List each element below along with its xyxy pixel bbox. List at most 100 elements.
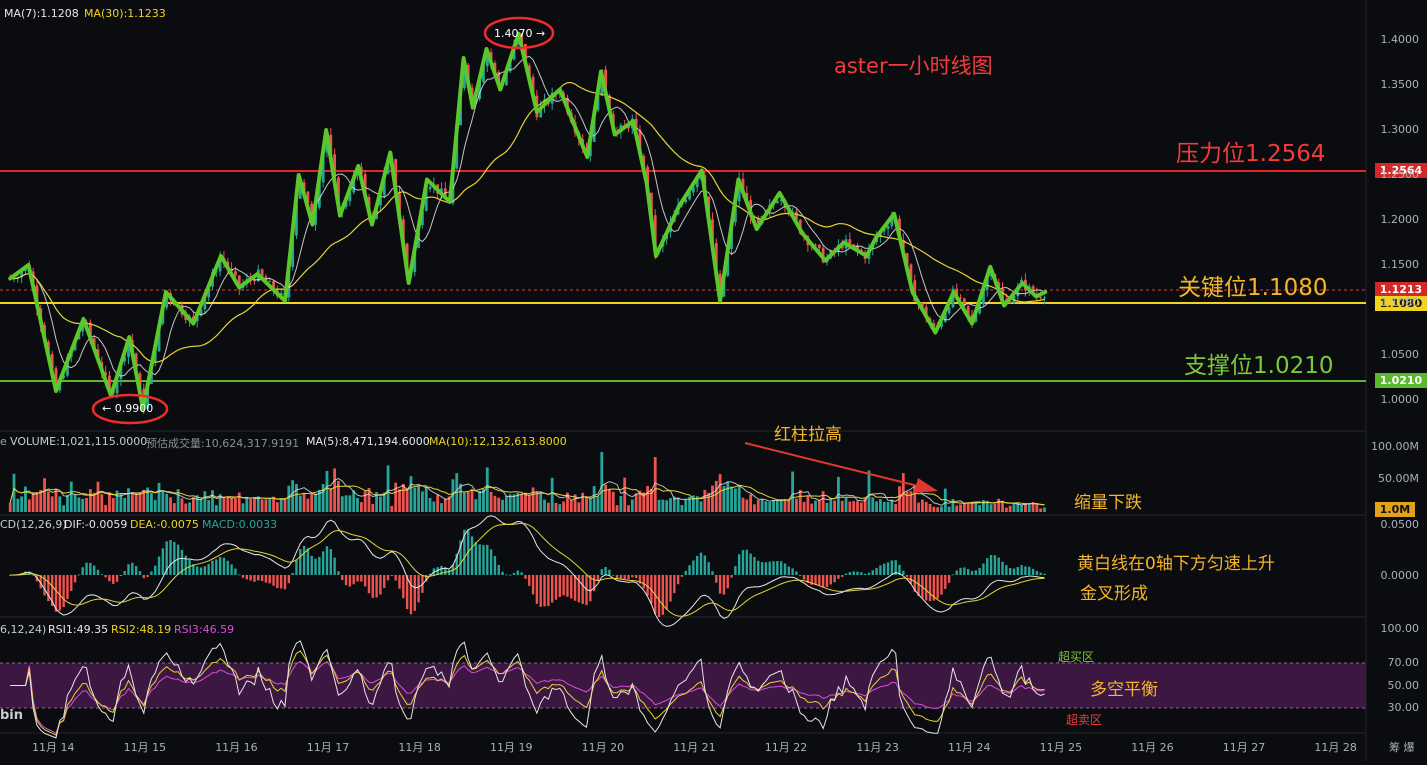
volume-bar xyxy=(268,498,272,512)
volume-bar xyxy=(218,494,222,512)
volume-bar xyxy=(852,501,856,512)
price-ytick: 1.2000 xyxy=(1380,213,1420,226)
macd-bar xyxy=(62,575,65,608)
resistance-price-tag: 1.2564 xyxy=(1375,163,1427,178)
volume-bar xyxy=(1012,503,1016,512)
rsi1-line xyxy=(10,640,1045,739)
volume-bar xyxy=(470,488,474,512)
macd-dea-readout: DEA:-0.0075 xyxy=(130,518,199,531)
macd-bar xyxy=(295,559,298,575)
macd-bar xyxy=(428,573,432,575)
macd-bar xyxy=(176,544,180,575)
macd-bar xyxy=(955,570,958,575)
macd-bar xyxy=(1005,565,1008,575)
volume-bar xyxy=(669,498,672,512)
volume-bar xyxy=(352,490,356,512)
volume-bar xyxy=(940,506,943,512)
macd-bar xyxy=(131,562,134,575)
volume-bar xyxy=(699,501,703,512)
volume-bar xyxy=(848,501,852,512)
macd-bar xyxy=(905,575,909,577)
rsi3-readout: RSI3:46.59 xyxy=(174,623,235,636)
volume-bar xyxy=(314,493,317,512)
macd-bar xyxy=(680,575,684,577)
candle-body xyxy=(424,189,428,211)
macd-bar xyxy=(222,557,226,575)
macd-bar xyxy=(31,574,35,576)
volume-bar xyxy=(43,478,46,512)
candle-body xyxy=(779,199,783,201)
volume-bar xyxy=(676,497,680,512)
macd-bar xyxy=(554,575,558,600)
macd-bar xyxy=(638,575,642,584)
macd-bar xyxy=(669,575,672,602)
volume-bar xyxy=(241,503,245,512)
macd-bar xyxy=(321,551,325,575)
volume-bar xyxy=(35,492,39,512)
volume-bar xyxy=(207,500,211,512)
volume-bar xyxy=(27,499,31,512)
volume-bar xyxy=(768,502,772,512)
candle-body xyxy=(1008,301,1012,304)
macd-bar xyxy=(409,575,413,615)
macd-bar xyxy=(833,575,836,583)
macd-bar xyxy=(631,575,634,578)
macd-bar xyxy=(711,571,714,575)
corner-tools[interactable]: 筹 爆 xyxy=(1389,741,1415,754)
volume-ma5-readout: MA(5):8,471,194.6000 xyxy=(306,435,430,448)
candle-body xyxy=(711,219,714,243)
macd-bar xyxy=(264,575,268,583)
macd-bar xyxy=(604,567,607,575)
candle-body xyxy=(695,179,699,188)
macd-bar xyxy=(787,566,790,575)
macd-bar xyxy=(928,575,932,602)
macd-bar xyxy=(383,575,386,588)
candle-body xyxy=(604,69,607,96)
volume-bar xyxy=(695,496,699,512)
volume-bar xyxy=(550,477,554,512)
macd-bar xyxy=(692,560,695,575)
volume-bar xyxy=(1016,503,1020,512)
macd-bar xyxy=(612,575,615,576)
volume-bar xyxy=(955,505,959,512)
volume-ytick: 50.00M xyxy=(1378,472,1419,485)
macd-bar xyxy=(860,572,863,575)
volume-bar xyxy=(325,470,329,512)
volume-bar xyxy=(657,499,661,512)
macd-bar xyxy=(417,575,420,603)
macd-bar xyxy=(463,529,466,575)
candle-body xyxy=(817,244,821,249)
macd-bar xyxy=(947,575,951,583)
macd-bar xyxy=(696,555,699,575)
macd-bar xyxy=(329,549,332,575)
rsi-name: 6,12,24) xyxy=(0,623,47,636)
candle-body xyxy=(115,379,119,394)
volume-bar xyxy=(81,498,85,512)
volume-bar xyxy=(421,491,424,512)
candle-body xyxy=(462,64,466,89)
volume-bar xyxy=(363,491,367,512)
candle-body xyxy=(943,313,947,322)
volume-bar xyxy=(165,493,169,512)
trend-polyline xyxy=(8,31,1048,411)
macd-bar xyxy=(276,575,279,589)
volume-bar xyxy=(340,496,344,512)
volume-bar xyxy=(451,479,455,512)
volume-bar xyxy=(222,497,226,512)
macd-bar xyxy=(440,565,443,575)
macd-bar xyxy=(150,571,153,575)
volume-bar xyxy=(253,498,256,512)
candle-body xyxy=(123,356,127,362)
volume-bar xyxy=(176,489,180,512)
macd-bar xyxy=(73,575,77,583)
ma30-line xyxy=(10,81,1045,363)
macd-bar xyxy=(581,575,584,604)
volume-bar xyxy=(1039,508,1043,512)
macd-bar xyxy=(165,541,168,575)
macd-bar xyxy=(92,565,96,575)
volume-bar xyxy=(726,482,730,512)
macd-dif-line xyxy=(10,515,1045,627)
macd-bar xyxy=(707,562,710,575)
candle-body xyxy=(497,71,501,86)
